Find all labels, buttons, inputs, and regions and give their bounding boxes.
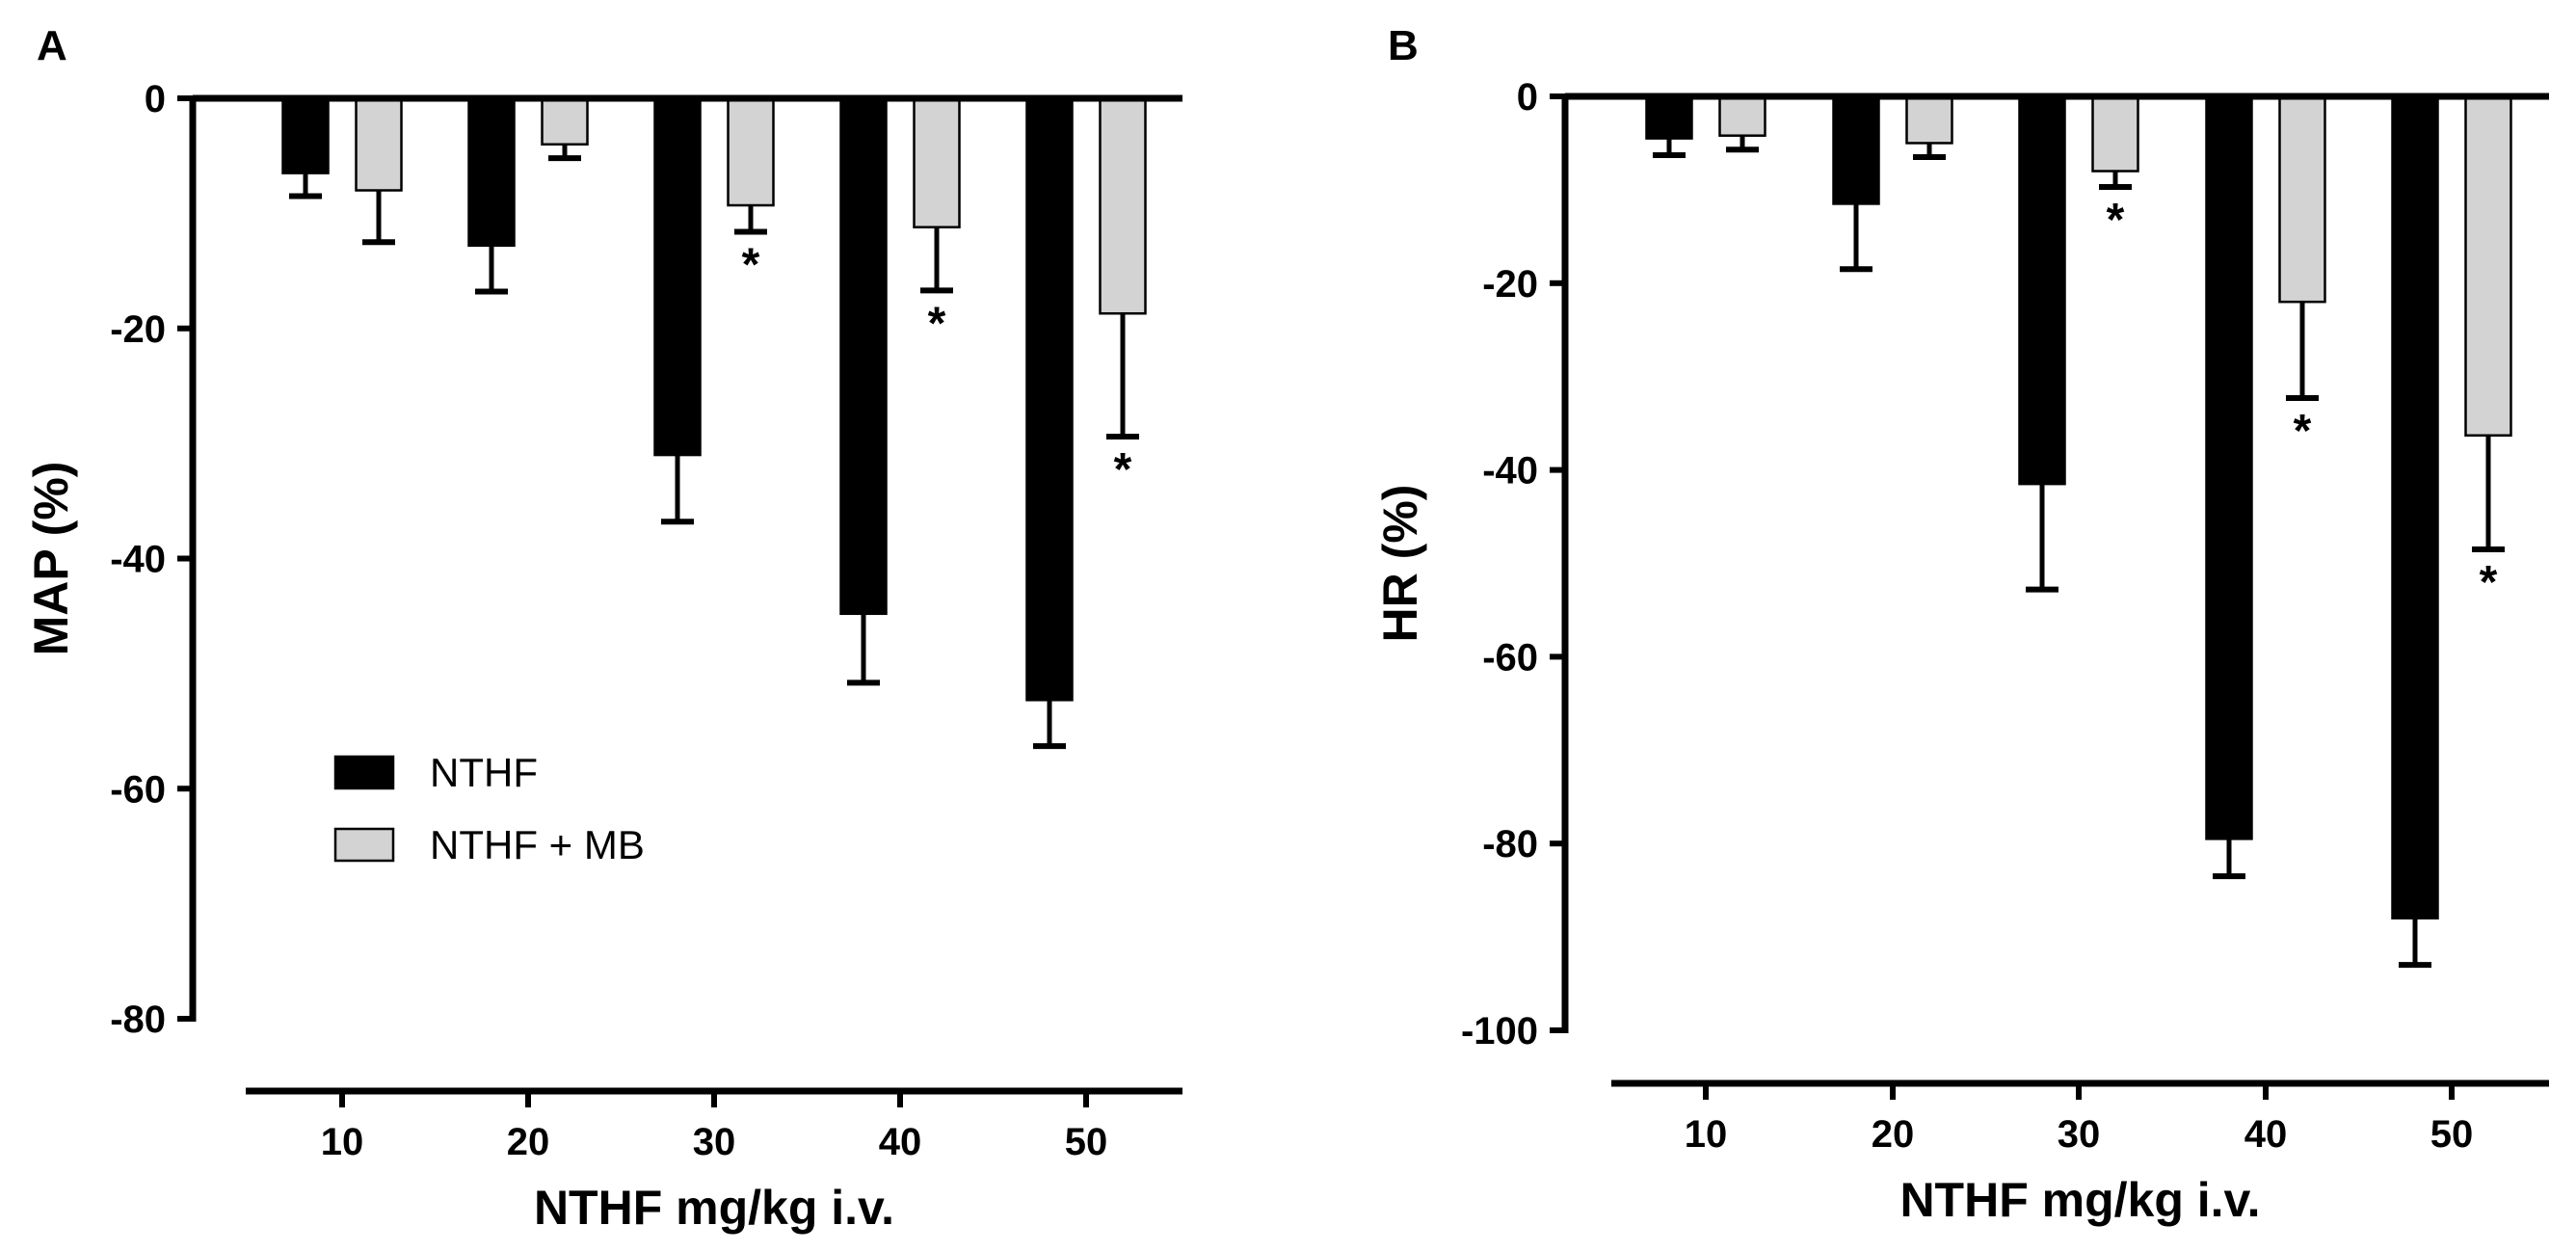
y-tick-label-0: 0 bbox=[145, 78, 166, 120]
x-axis-title: NTHF mg/kg i.v. bbox=[534, 1181, 894, 1235]
significance-mark-30: * bbox=[2107, 195, 2125, 246]
y-tick-label--40: -40 bbox=[110, 539, 166, 581]
significance-mark-40: * bbox=[928, 298, 946, 349]
x-tick-label-20: 20 bbox=[507, 1121, 550, 1163]
bar-nthf-mb-10 bbox=[355, 96, 403, 192]
x-tick-label-50: 50 bbox=[2430, 1113, 2474, 1156]
chart-panel-b: B * * * 0 -20 -40 -60 -80 -100 10 20 30 40 50 NTHF mg/k… bbox=[1373, 22, 2549, 1227]
panel-letter: B bbox=[1388, 22, 1419, 69]
y-axis-title: MAP (%) bbox=[24, 462, 78, 656]
y-tick-label--40: -40 bbox=[1482, 450, 1538, 493]
legend-swatch-nthf bbox=[333, 755, 395, 790]
bar-nthf-mb-30 bbox=[727, 96, 775, 207]
y-tick-label--60: -60 bbox=[110, 768, 166, 811]
bar-nthf-50 bbox=[2391, 94, 2439, 919]
y-tick-label--80: -80 bbox=[1482, 823, 1538, 866]
y-tick-label--80: -80 bbox=[110, 999, 166, 1041]
bar-nthf-20 bbox=[1832, 94, 1880, 205]
bar-nthf-mb-50 bbox=[1099, 96, 1147, 315]
significance-mark-30: * bbox=[742, 239, 760, 290]
x-tick-label-20: 20 bbox=[1872, 1113, 1915, 1156]
y-tick-label--60: -60 bbox=[1482, 636, 1538, 679]
bar-nthf-mb-20 bbox=[541, 96, 589, 146]
significance-mark-40: * bbox=[2294, 406, 2312, 457]
y-tick-label--100: -100 bbox=[1461, 1010, 1538, 1052]
bar-nthf-40 bbox=[2205, 94, 2253, 840]
y-tick-label-0: 0 bbox=[1517, 76, 1538, 119]
bar-nthf-mb-40 bbox=[913, 96, 961, 228]
significance-mark-50: * bbox=[1114, 444, 1132, 495]
bar-nthf-50 bbox=[1025, 96, 1074, 702]
bar-nthf-mb-40 bbox=[2278, 94, 2326, 304]
bar-nthf-mb-20 bbox=[1905, 94, 1953, 145]
x-tick-label-30: 30 bbox=[693, 1121, 736, 1163]
y-axis-title: HR (%) bbox=[1373, 485, 1427, 643]
y-tick-label--20: -20 bbox=[1482, 263, 1538, 306]
x-tick-label-10: 10 bbox=[321, 1121, 364, 1163]
bar-nthf-10 bbox=[1645, 94, 1693, 140]
legend-swatch-nthf-mb bbox=[333, 827, 395, 863]
x-tick-label-30: 30 bbox=[2058, 1113, 2101, 1156]
bar-nthf-mb-30 bbox=[2091, 94, 2139, 173]
x-tick-label-40: 40 bbox=[879, 1121, 922, 1163]
chart-panel-a: A * * * 0 -20 -40 -60 -80 10 20 30 40 50 NTHF mg/kg i.… bbox=[24, 22, 1182, 1235]
y-tick-label--20: -20 bbox=[110, 308, 166, 351]
bar-nthf-30 bbox=[2018, 94, 2066, 486]
x-tick-label-50: 50 bbox=[1065, 1121, 1108, 1163]
bar-nthf-mb-50 bbox=[2464, 94, 2512, 437]
bar-nthf-40 bbox=[839, 96, 888, 616]
panel-letter: A bbox=[37, 22, 67, 69]
legend-label-nthf-mb: NTHF + MB bbox=[430, 822, 645, 867]
legend: NTHF NTHF + MB bbox=[333, 750, 645, 867]
x-axis-title: NTHF mg/kg i.v. bbox=[1899, 1173, 2260, 1227]
legend-label-nthf: NTHF bbox=[430, 750, 538, 795]
x-tick-label-40: 40 bbox=[2244, 1113, 2288, 1156]
bar-nthf-30 bbox=[653, 96, 702, 457]
significance-mark-50: * bbox=[2480, 557, 2498, 608]
bar-nthf-mb-10 bbox=[1718, 94, 1766, 137]
x-tick-label-10: 10 bbox=[1685, 1113, 1728, 1156]
bar-nthf-20 bbox=[467, 96, 516, 248]
bar-nthf-10 bbox=[281, 96, 330, 174]
